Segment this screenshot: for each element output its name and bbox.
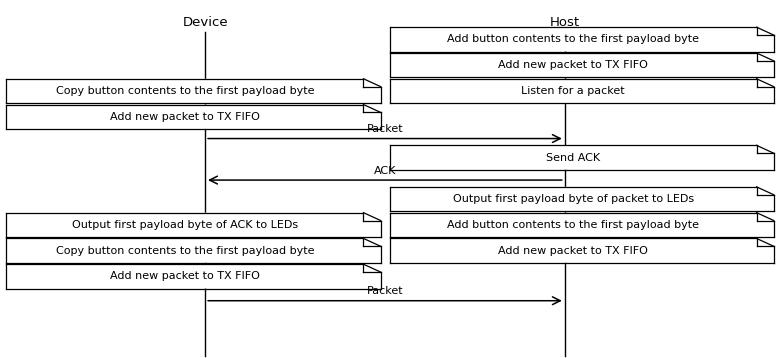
Text: Add button contents to the first payload byte: Add button contents to the first payload… — [447, 34, 700, 44]
Text: Copy button contents to the first payload byte: Copy button contents to the first payloa… — [55, 86, 314, 96]
Polygon shape — [6, 79, 381, 103]
Text: Packet: Packet — [367, 286, 403, 296]
Polygon shape — [6, 213, 381, 237]
Text: Send ACK: Send ACK — [546, 153, 601, 163]
Text: Packet: Packet — [367, 124, 403, 134]
Text: Host: Host — [550, 16, 580, 29]
Text: Listen for a packet: Listen for a packet — [522, 86, 625, 96]
Polygon shape — [390, 27, 774, 52]
Polygon shape — [390, 238, 774, 263]
Polygon shape — [390, 213, 774, 237]
Text: Output first payload byte of ACK to LEDs: Output first payload byte of ACK to LEDs — [72, 220, 298, 230]
Text: ACK: ACK — [374, 166, 396, 176]
Polygon shape — [6, 105, 381, 129]
Polygon shape — [390, 53, 774, 77]
Text: Add new packet to TX FIFO: Add new packet to TX FIFO — [498, 246, 648, 256]
Text: Add new packet to TX FIFO: Add new packet to TX FIFO — [110, 271, 260, 281]
Polygon shape — [6, 238, 381, 263]
Text: Copy button contents to the first payload byte: Copy button contents to the first payloa… — [55, 246, 314, 256]
Text: Device: Device — [183, 16, 228, 29]
Text: Output first payload byte of packet to LEDs: Output first payload byte of packet to L… — [452, 194, 694, 204]
Polygon shape — [6, 264, 381, 289]
Polygon shape — [390, 187, 774, 211]
Text: Add button contents to the first payload byte: Add button contents to the first payload… — [447, 220, 700, 230]
Text: Add new packet to TX FIFO: Add new packet to TX FIFO — [498, 60, 648, 70]
Polygon shape — [390, 79, 774, 103]
Polygon shape — [390, 145, 774, 170]
Text: Add new packet to TX FIFO: Add new packet to TX FIFO — [110, 112, 260, 122]
